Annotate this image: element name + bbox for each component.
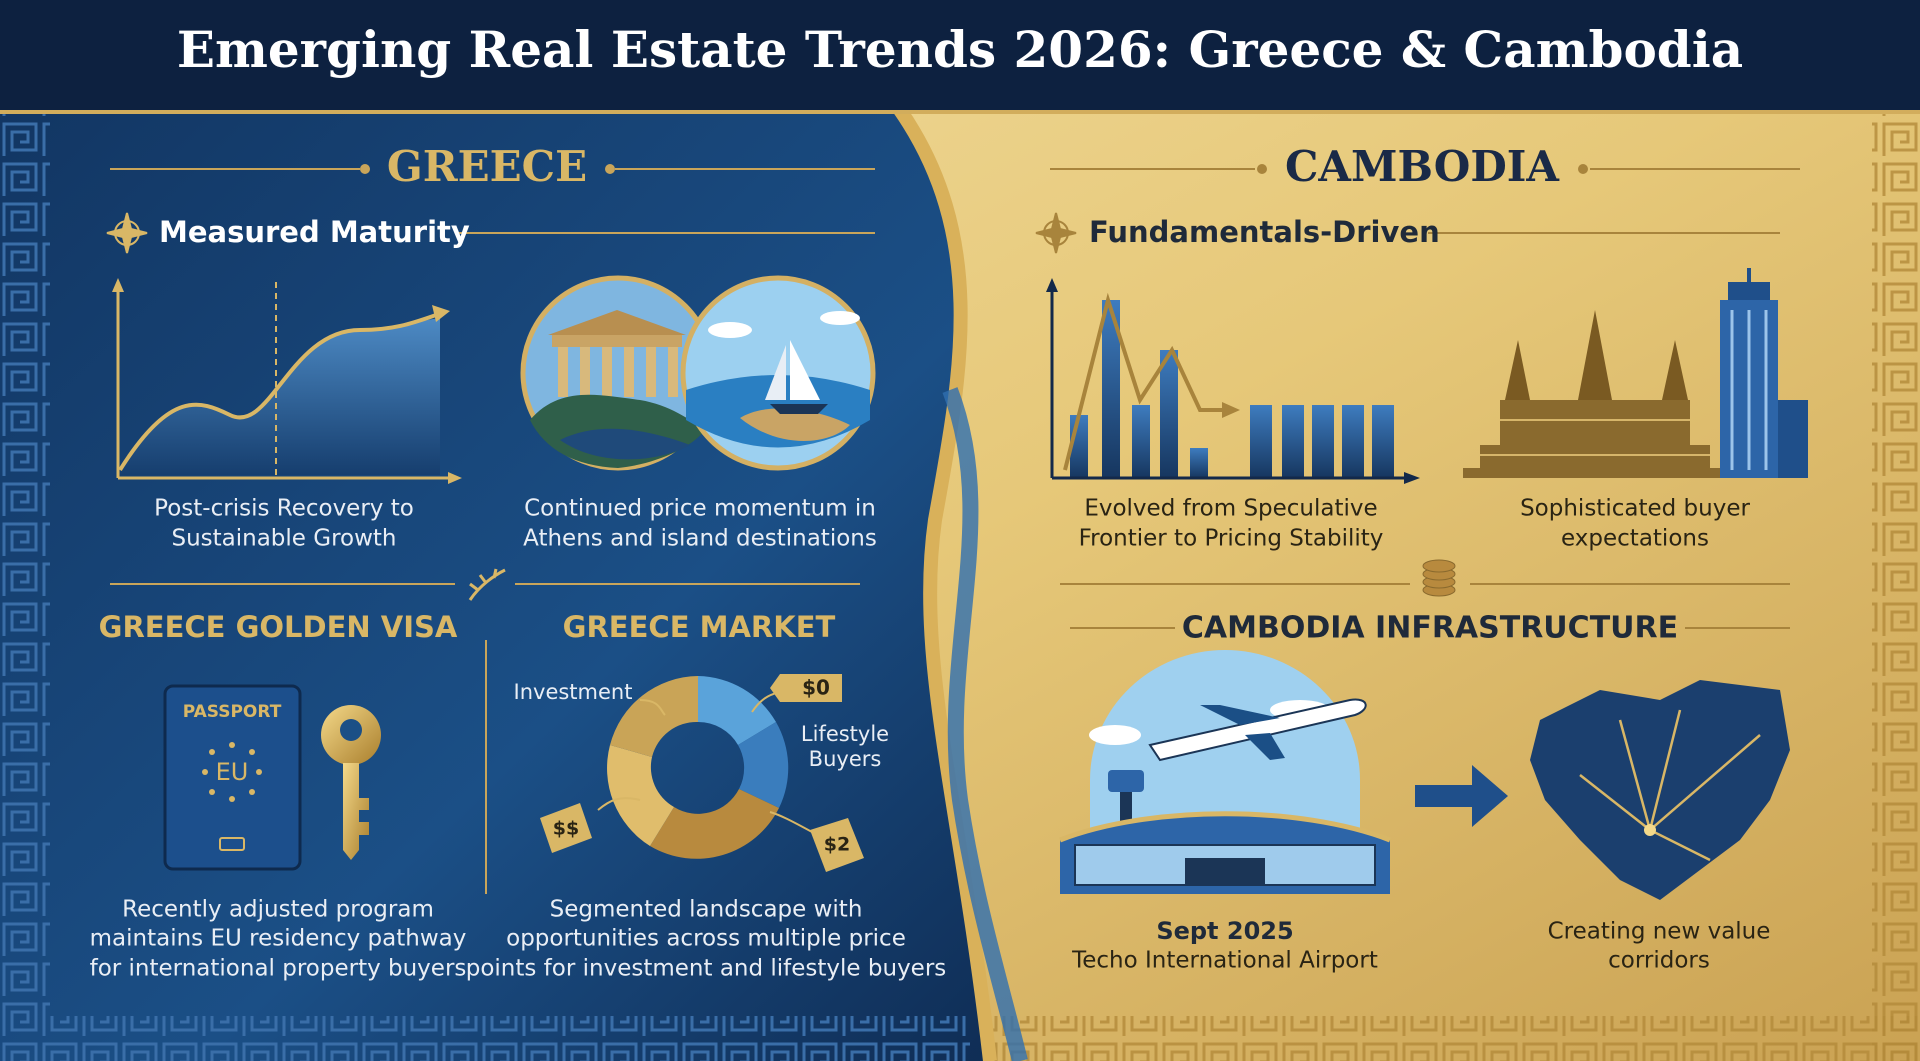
coins-icon	[1422, 559, 1456, 597]
cambodia-map-illustration	[1530, 680, 1790, 900]
caption: Post-crisis Recovery to	[154, 496, 414, 522]
passport-badge: EU	[216, 758, 249, 786]
caption: for international property buyers	[90, 956, 467, 982]
section-heading: Measured Maturity	[159, 215, 470, 249]
passport-label: PASSPORT	[183, 702, 282, 722]
compass-icon	[106, 212, 148, 254]
segment-label: Buyers	[809, 747, 882, 771]
caption: expectations	[1561, 526, 1709, 552]
caption: maintains EU residency pathway	[90, 926, 467, 952]
caption: corridors	[1608, 948, 1710, 974]
date-label: Sept 2025	[1156, 917, 1293, 945]
greece-title: GREECE	[387, 142, 587, 191]
subsection-title: CAMBODIA INFRASTRUCTURE	[1182, 611, 1678, 646]
compass-icon	[1035, 212, 1077, 254]
temple-skyline-illustration	[1463, 268, 1808, 478]
caption: Recently adjusted program	[122, 897, 434, 923]
caption: Segmented landscape with	[550, 897, 863, 923]
segment-label: Lifestyle	[801, 722, 889, 746]
olive-icon	[468, 568, 506, 601]
price-tag: $2	[824, 834, 850, 856]
caption: Techo International Airport	[1071, 948, 1378, 974]
title: Emerging Real Estate Trends 2026: Greece…	[177, 20, 1743, 79]
caption: Evolved from Speculative	[1084, 496, 1377, 522]
bar-chart-illustration	[1046, 278, 1420, 484]
caption: Sophisticated buyer	[1520, 496, 1750, 522]
airport-illustration	[1059, 650, 1391, 894]
greece-dividers	[110, 164, 875, 894]
growth-chart-illustration	[112, 278, 462, 484]
flow-arrow	[1415, 765, 1508, 827]
caption: Frontier to Pricing Stability	[1079, 526, 1384, 552]
caption: Sustainable Growth	[171, 526, 396, 552]
caption: Creating new value	[1548, 919, 1771, 945]
subsection-title: GREECE GOLDEN VISA	[99, 610, 458, 644]
segment-label: Investment	[514, 680, 633, 704]
subsection-title: GREECE MARKET	[563, 610, 836, 644]
caption: points for investment and lifestyle buye…	[466, 956, 947, 982]
passport-illustration	[163, 684, 381, 871]
caption: Athens and island destinations	[523, 526, 877, 552]
cambodia-dividers	[1050, 164, 1800, 629]
athens-island-illustration	[520, 275, 876, 471]
price-tag: $$	[553, 818, 579, 840]
caption: opportunities across multiple price	[506, 926, 906, 952]
caption: Continued price momentum in	[524, 496, 876, 522]
section-heading: Fundamentals-Driven	[1089, 215, 1440, 249]
donut-illustration	[540, 674, 864, 872]
price-tag: $0	[802, 676, 830, 700]
cambodia-title: CAMBODIA	[1285, 142, 1560, 191]
